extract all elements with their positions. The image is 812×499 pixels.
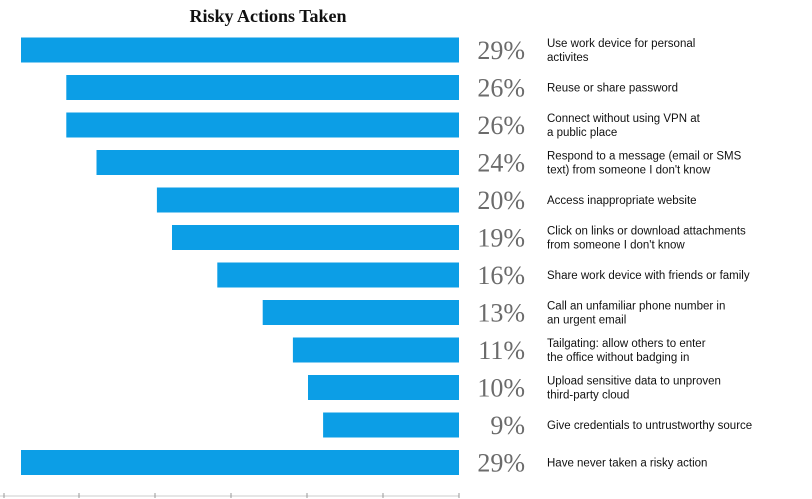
bar — [66, 75, 460, 100]
category-label-line: Give credentials to untrustworthy source — [547, 420, 752, 432]
category-label-line: text) from someone I don't know — [547, 165, 711, 177]
value-label: 24% — [477, 149, 525, 178]
category-label: Share work device with friends or family — [547, 270, 750, 282]
value-label: 20% — [477, 186, 525, 215]
bar — [21, 37, 459, 63]
category-label: Call an unfamiliar phone number in an urg… — [547, 301, 725, 327]
bar — [323, 412, 459, 438]
value-label: 29% — [477, 36, 525, 65]
value-label: 16% — [477, 261, 525, 290]
value-label: 19% — [477, 224, 525, 253]
category-labels: Use work device for personal activites Reu… — [547, 38, 752, 470]
bar — [156, 187, 459, 213]
category-label-line: Use work device for personal — [547, 38, 695, 50]
bars-layer — [21, 37, 460, 475]
value-label: 29% — [477, 449, 525, 478]
bar — [66, 112, 460, 138]
chart-title: Risky Actions Taken — [189, 6, 346, 26]
value-labels: 29% 26% 26% 24% 20% 19% 16% 13% 11% 10% 9% 29% — [477, 36, 525, 478]
category-label: Use work device for personal activites — [547, 38, 695, 64]
category-label-line: Tailgating: allow others to enter — [547, 338, 706, 350]
category-label: Access inappropriate website — [547, 195, 697, 207]
bar — [172, 225, 459, 250]
category-label-line: Connect without using VPN at — [547, 113, 701, 125]
category-label-line: activites — [547, 52, 589, 64]
category-label: Give credentials to untrustworthy source — [547, 420, 752, 432]
value-label: 26% — [477, 74, 525, 103]
value-label: 10% — [477, 374, 525, 403]
category-label: Respond to a message (email or SMS text) … — [547, 151, 742, 177]
bar — [262, 300, 459, 325]
category-label-line: Share work device with friends or family — [547, 270, 750, 282]
category-label-line: Have never taken a risky action — [547, 458, 707, 470]
value-label: 26% — [477, 111, 525, 140]
category-label-line: Click on links or download attachments — [547, 226, 746, 238]
bar — [96, 150, 459, 175]
category-label: Reuse or share password — [547, 83, 678, 95]
category-label-line: Access inappropriate website — [547, 195, 697, 207]
category-label-line: the office without badging in — [547, 352, 689, 364]
category-label-line: third-party cloud — [547, 390, 629, 402]
value-label: 13% — [477, 299, 525, 328]
category-label: Click on links or download attachments fr… — [547, 226, 746, 252]
category-label-line: Reuse or share password — [547, 83, 678, 95]
category-label: Tailgating: allow others to enter the off… — [547, 338, 706, 364]
bar — [217, 262, 459, 288]
category-label: Upload sensitive data to unproven third-p… — [547, 376, 721, 402]
bar — [292, 337, 459, 363]
category-label-line: from someone I don't know — [547, 240, 685, 252]
category-label-line: a public place — [547, 127, 617, 139]
value-label: 11% — [478, 336, 525, 365]
category-label: Connect without using VPN at a public pla… — [547, 113, 701, 139]
category-label: Have never taken a risky action — [547, 458, 707, 470]
bar — [21, 450, 459, 475]
bar — [308, 375, 459, 400]
category-label-line: Call an unfamiliar phone number in — [547, 301, 725, 313]
category-label-line: an urgent email — [547, 315, 626, 327]
category-label-line: Respond to a message (email or SMS — [547, 151, 742, 163]
category-label-line: Upload sensitive data to unproven — [547, 376, 721, 388]
x-axis — [0, 493, 460, 498]
value-label: 9% — [490, 411, 525, 440]
